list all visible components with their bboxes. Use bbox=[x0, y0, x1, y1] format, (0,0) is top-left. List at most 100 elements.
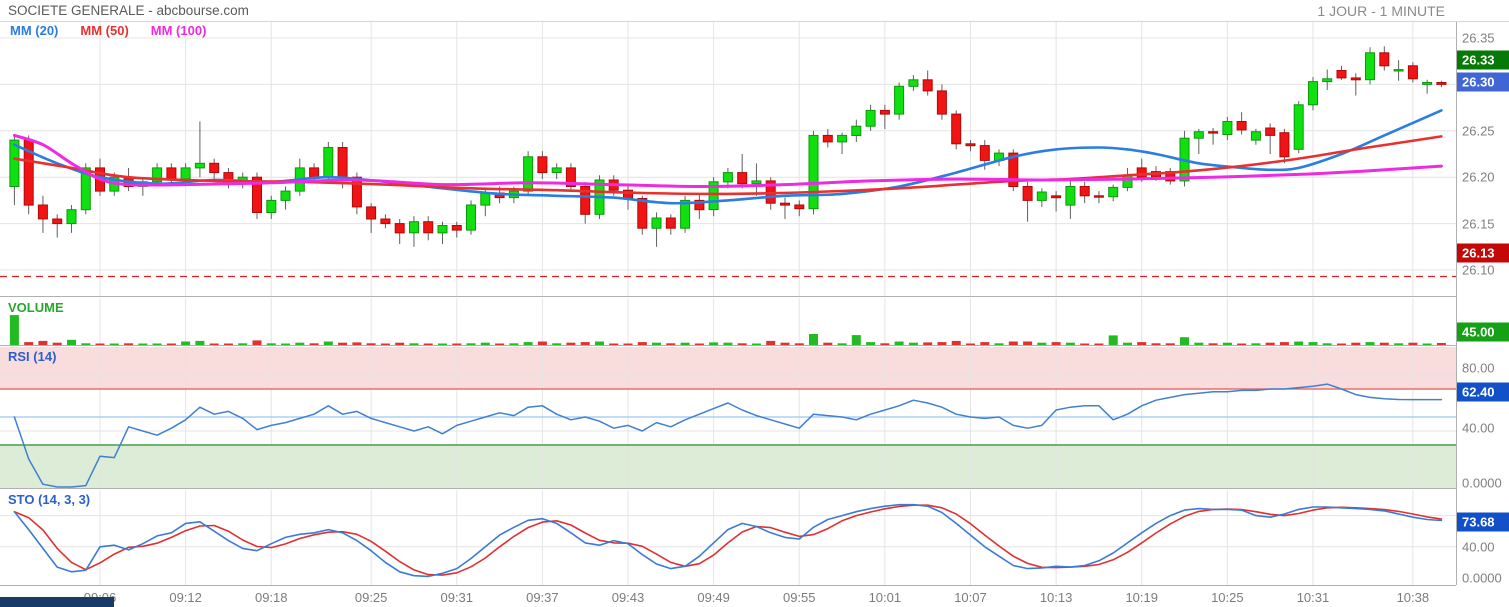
volume-bar bbox=[1023, 341, 1033, 345]
volume-bar bbox=[466, 343, 476, 345]
volume-bar bbox=[566, 342, 576, 345]
volume-bar bbox=[109, 343, 119, 345]
volume-bar bbox=[1051, 342, 1061, 345]
candle-down bbox=[1079, 186, 1090, 197]
gridlines bbox=[0, 22, 1456, 585]
volume-bar bbox=[1279, 342, 1289, 345]
candle-up bbox=[280, 190, 291, 201]
volume-bar bbox=[680, 342, 690, 345]
volume-bar bbox=[1265, 342, 1275, 345]
volume-bar bbox=[395, 342, 405, 345]
volume-bar bbox=[309, 343, 319, 345]
candle-up bbox=[837, 134, 848, 143]
candle-up bbox=[194, 162, 205, 169]
candle-down bbox=[394, 223, 405, 234]
sto-pane-label: STO (14, 3, 3) bbox=[8, 492, 91, 507]
volume-bar bbox=[1094, 343, 1104, 345]
volume-bar bbox=[1123, 342, 1132, 345]
volume-bar bbox=[423, 343, 433, 345]
volume-bar bbox=[152, 343, 162, 345]
candle-up bbox=[708, 181, 719, 211]
volume-bar bbox=[737, 343, 747, 345]
volume-bar bbox=[124, 343, 134, 345]
time-tick-label: 09:49 bbox=[697, 590, 730, 605]
candle-down bbox=[979, 145, 990, 161]
candle-down bbox=[965, 143, 976, 147]
volume-bar bbox=[1365, 342, 1375, 345]
volume-bar bbox=[766, 340, 776, 345]
volume-bar bbox=[1194, 342, 1204, 345]
time-tick-label: 10:01 bbox=[868, 590, 902, 605]
candle-down bbox=[309, 167, 320, 178]
time-tick-label: 09:18 bbox=[254, 590, 288, 605]
candle-up bbox=[1036, 191, 1047, 201]
candle-up bbox=[437, 225, 448, 234]
volume-bar bbox=[894, 341, 904, 345]
axis-tick-label: 80.00 bbox=[1462, 360, 1495, 376]
volume-bar bbox=[281, 343, 290, 345]
candle-up bbox=[152, 167, 163, 183]
rsi-reference-lines bbox=[0, 388, 1456, 446]
value-badge-62.40: 62.40 bbox=[1457, 382, 1509, 402]
volume-bar bbox=[723, 342, 733, 345]
candle-down bbox=[665, 217, 676, 229]
volume-bar bbox=[537, 341, 547, 345]
volume-bar bbox=[81, 343, 91, 345]
volume-bar bbox=[1151, 343, 1161, 345]
candle-up bbox=[323, 147, 334, 178]
volume-bar bbox=[851, 335, 861, 345]
volume-bar bbox=[1322, 343, 1332, 345]
rsi-overbought-band bbox=[0, 347, 1456, 389]
axis-tick-label: 26.20 bbox=[1462, 169, 1495, 185]
time-tick-label: 09:55 bbox=[782, 590, 816, 605]
volume-bar bbox=[951, 340, 961, 345]
candle-up bbox=[266, 199, 277, 213]
legend-item-50: MM (50) bbox=[80, 23, 129, 38]
volume-bar bbox=[409, 343, 419, 345]
candle-down bbox=[1336, 70, 1347, 79]
axis-tick-label: 26.35 bbox=[1462, 30, 1495, 46]
time-tick-label: 10:25 bbox=[1211, 590, 1244, 605]
volume-bar bbox=[509, 343, 519, 345]
mm100-line bbox=[12, 133, 1443, 189]
sto-d-line bbox=[13, 504, 1443, 576]
candle-down bbox=[879, 109, 890, 115]
candle-up bbox=[466, 204, 476, 231]
volume-bar bbox=[480, 342, 490, 345]
candle-down bbox=[1436, 82, 1447, 85]
candle-down bbox=[252, 176, 262, 213]
volume-bar bbox=[709, 342, 719, 345]
volume-bar bbox=[380, 343, 390, 345]
volume-bar bbox=[623, 343, 633, 345]
candle-up bbox=[480, 192, 491, 206]
candle-down bbox=[351, 176, 362, 208]
volume-bar bbox=[323, 341, 333, 345]
volume-bar bbox=[1436, 343, 1446, 345]
axis-tick-label: 26.10 bbox=[1462, 262, 1495, 278]
candle-up bbox=[409, 221, 419, 234]
candle-up bbox=[865, 109, 876, 127]
candle-down bbox=[1208, 131, 1219, 134]
candle-down bbox=[451, 225, 462, 231]
volume-bar bbox=[295, 342, 305, 345]
volume-bar bbox=[1308, 342, 1318, 345]
volume-bar bbox=[923, 342, 933, 345]
candle-up bbox=[1365, 52, 1375, 81]
time-tick-label: 09:12 bbox=[169, 590, 202, 605]
volume-bar bbox=[1208, 343, 1218, 345]
candle-down bbox=[1265, 127, 1276, 136]
volume-bar bbox=[1237, 343, 1247, 345]
candle-up bbox=[1108, 186, 1119, 198]
candle-down bbox=[1008, 152, 1019, 188]
volume-bar bbox=[652, 342, 661, 345]
volume-bar bbox=[937, 342, 947, 345]
time-tick-label: 10:07 bbox=[954, 590, 987, 605]
time-tick-label: 09:37 bbox=[526, 590, 559, 605]
volume-pane-label: VOLUME bbox=[8, 300, 64, 315]
candle-up bbox=[9, 139, 20, 188]
volume-bar bbox=[223, 343, 233, 345]
value-badge-26.33: 26.33 bbox=[1457, 50, 1509, 70]
candle-up bbox=[180, 167, 191, 180]
volume-bar bbox=[523, 342, 533, 345]
